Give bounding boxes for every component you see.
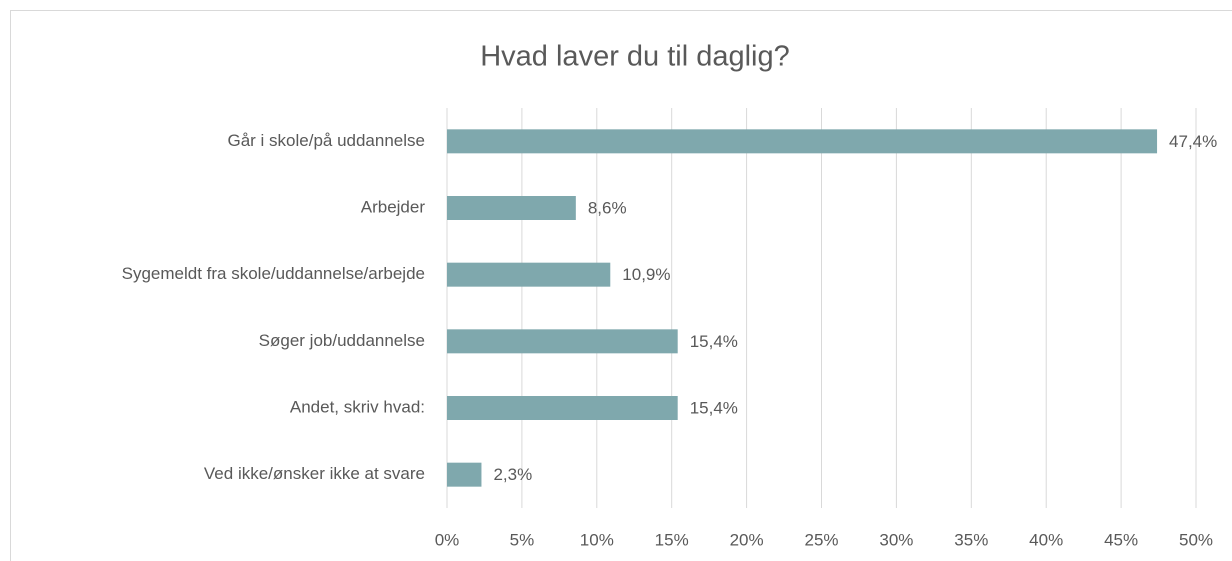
bar [447, 262, 611, 287]
bar [447, 196, 576, 220]
x-tick-label: 30% [879, 530, 913, 549]
bar [447, 462, 482, 487]
y-tick-label: Sygemeldt fra skole/uddannelse/arbejde [122, 264, 425, 283]
x-tick-label: 50% [1179, 530, 1213, 549]
y-tick-label: Arbejder [361, 197, 426, 216]
chart-border [10, 10, 1232, 561]
x-tick-label: 10% [580, 530, 614, 549]
x-tick-label: 45% [1104, 530, 1138, 549]
bar [447, 329, 678, 354]
x-tick-label: 5% [510, 530, 535, 549]
data-label: 10,9% [622, 265, 670, 284]
x-tick-label: 0% [435, 530, 460, 549]
data-label: 8,6% [588, 198, 627, 217]
data-label: 2,3% [493, 465, 532, 484]
y-tick-label: Går i skole/på uddannelse [227, 131, 425, 150]
y-tick-label: Ved ikke/ønsker ikke at svare [204, 464, 425, 483]
data-label: 47,4% [1169, 132, 1217, 151]
y-tick-label: Andet, skriv hvad: [290, 397, 425, 416]
chart-title: Hvad laver du til daglig? [480, 41, 790, 73]
y-tick-label: Søger job/uddannelse [259, 331, 425, 350]
bar [447, 129, 1158, 154]
x-tick-label: 15% [655, 530, 689, 549]
data-label: 15,4% [690, 398, 738, 417]
data-label: 15,4% [690, 332, 738, 351]
bar [447, 396, 678, 420]
x-tick-label: 25% [804, 530, 838, 549]
x-tick-label: 20% [730, 530, 764, 549]
x-tick-label: 35% [954, 530, 988, 549]
x-tick-label: 40% [1029, 530, 1063, 549]
